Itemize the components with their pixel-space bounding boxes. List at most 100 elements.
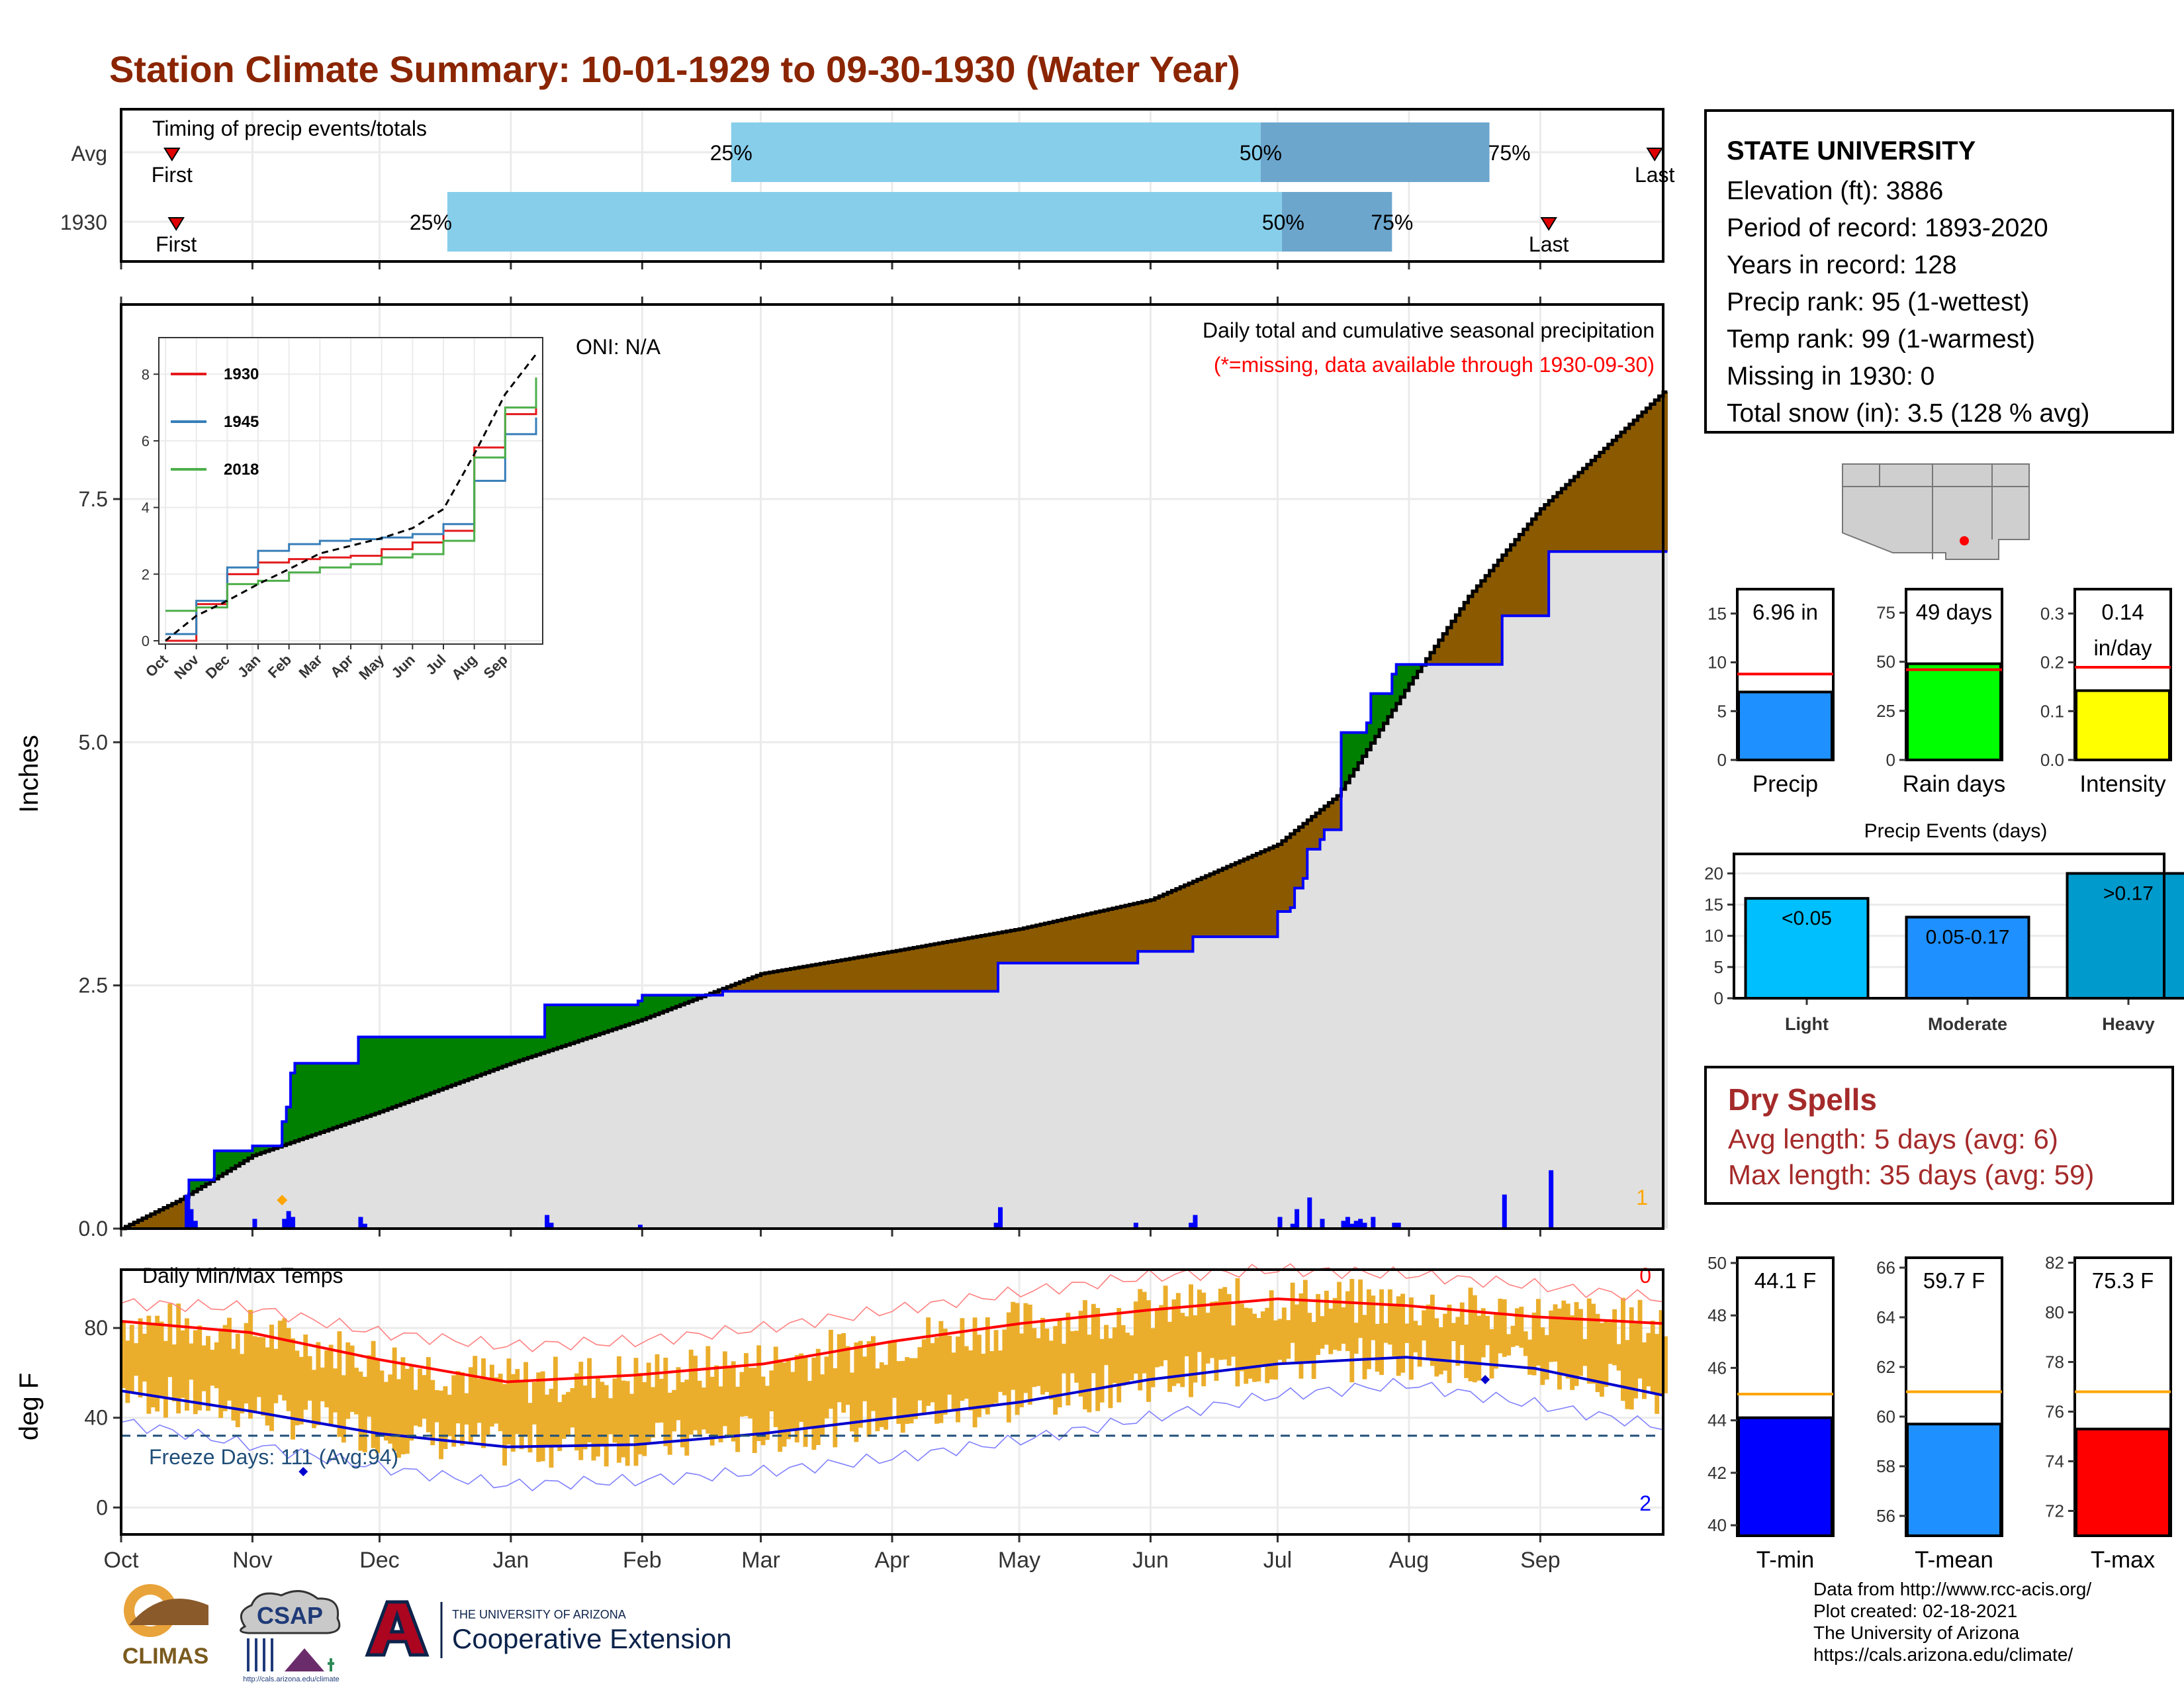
main-below-area xyxy=(968,937,974,992)
main-base-area xyxy=(942,991,948,1229)
daily-temp-bar xyxy=(1417,1325,1422,1367)
daily-temp-bar xyxy=(1413,1321,1418,1352)
main-base-area xyxy=(1574,551,1579,1229)
summary-ytick-label: 0.1 xyxy=(2040,701,2064,721)
daily-temp-bar xyxy=(1133,1301,1138,1374)
main-above-area xyxy=(684,995,690,1004)
main-base-area xyxy=(1413,677,1418,1229)
main-below-area xyxy=(1535,514,1541,616)
main-above-area xyxy=(324,1063,330,1131)
main-base-area xyxy=(667,1009,672,1229)
main-below-area xyxy=(926,945,931,992)
daily-temp-bar xyxy=(510,1374,516,1452)
main-base-area xyxy=(557,1047,563,1229)
main-base-area xyxy=(341,1125,346,1229)
main-base-area xyxy=(468,1078,473,1229)
precip-events-chart: Precip Events (days) 0 5 10 15 20 <0.05 Light 0.… xyxy=(1704,820,2184,1034)
main-base-area xyxy=(637,1021,643,1229)
daily-temp-bar xyxy=(430,1380,435,1446)
main-base-area xyxy=(1078,962,1083,1229)
daily-temp-bar xyxy=(531,1382,537,1425)
daily-temp-bar xyxy=(515,1369,520,1434)
main-below-area xyxy=(909,948,914,992)
main-below-area xyxy=(1485,575,1490,665)
daily-temp-bar xyxy=(1210,1301,1214,1358)
main-base-area xyxy=(1663,551,1668,1229)
main-below-area xyxy=(930,945,935,992)
main-above-area xyxy=(320,1063,325,1133)
daily-temp-bar xyxy=(1341,1307,1346,1344)
main-below-area xyxy=(1298,827,1304,888)
main-base-area xyxy=(307,1137,312,1229)
events-ytick-label: 20 xyxy=(1704,863,1723,883)
daily-temp-bar xyxy=(337,1331,342,1437)
main-above-area xyxy=(527,1037,533,1058)
summary-value-unit: in/day xyxy=(2093,635,2152,660)
main-above-area xyxy=(582,1005,588,1039)
daily-temp-bar xyxy=(930,1343,935,1403)
main-below-area xyxy=(1608,444,1613,552)
main-base-area xyxy=(1074,962,1079,1229)
daily-temp-bar xyxy=(1116,1307,1122,1403)
main-base-area xyxy=(1641,551,1647,1229)
main-above-area xyxy=(455,1037,461,1084)
dry-spells-box: Dry Spells Avg length: 5 days (avg: 6) M… xyxy=(1704,1066,2174,1205)
daily-temp-bar xyxy=(1180,1313,1185,1387)
timing-label-last: Last xyxy=(1635,163,1675,187)
daily-temp-bar xyxy=(807,1381,812,1429)
main-below-area xyxy=(1570,481,1575,552)
main-base-area xyxy=(870,991,876,1229)
map-region xyxy=(1842,463,2030,560)
daily-temp-bar xyxy=(489,1364,494,1427)
timing-marker-last xyxy=(1646,148,1663,162)
daily-temp-bar xyxy=(333,1368,338,1413)
main-base-area xyxy=(642,1019,647,1229)
summary-ytick-label: 66 xyxy=(1876,1258,1895,1278)
main-above-area xyxy=(1404,664,1410,691)
main-above-area xyxy=(189,1180,194,1195)
main-above-area xyxy=(256,1146,261,1154)
main-below-area xyxy=(739,982,745,992)
daily-temp-bar xyxy=(1087,1335,1092,1413)
main-above-area xyxy=(1375,693,1380,737)
main-base-area xyxy=(849,991,854,1229)
main-base-area xyxy=(1650,551,1655,1229)
station-precip-rank: Precip rank: 95 (1-wettest) xyxy=(1727,288,2030,316)
main-below-area xyxy=(917,947,923,992)
main-base-area xyxy=(1154,951,1160,1229)
main-above-area xyxy=(629,1005,635,1024)
daily-temp-bar xyxy=(312,1370,316,1429)
temp-summary-bars: 40 42 44 46 48 50 44.1 F T-min 56 58 60 62 64 66 59.7 … xyxy=(1707,1253,2172,1573)
main-base-area xyxy=(1295,888,1300,1229)
main-base-area xyxy=(811,991,817,1229)
main-base-area xyxy=(1002,962,1007,1229)
daily-temp-bar xyxy=(604,1385,609,1467)
daily-temp-bar xyxy=(1574,1301,1579,1386)
daily-temp-bar xyxy=(367,1355,372,1417)
main-above-area xyxy=(214,1150,219,1179)
main-base-area xyxy=(362,1117,367,1229)
main-base-area xyxy=(536,1055,541,1229)
precip-summary-bars: 0 5 10 15 6.96 in Precip 0 25 50 75 49 days Rain da… xyxy=(1707,588,2172,797)
daily-precip-bar xyxy=(282,1219,287,1229)
main-base-area xyxy=(1235,937,1240,1229)
timing-label: Timing of precip events/totals xyxy=(152,117,427,140)
summary-value: 49 days xyxy=(1916,600,1993,624)
main-base-area xyxy=(1353,769,1359,1229)
main-above-area xyxy=(646,995,651,1018)
main-below-area xyxy=(892,951,897,992)
daily-temp-bar xyxy=(422,1375,427,1419)
main-above-area xyxy=(345,1063,351,1124)
main-above-area xyxy=(227,1150,232,1172)
daily-temp-bar xyxy=(1248,1308,1253,1379)
main-base-area xyxy=(1277,911,1283,1229)
main-base-area xyxy=(1120,962,1126,1229)
main-base-area xyxy=(1455,664,1461,1229)
main-above-area xyxy=(379,1037,385,1112)
daily-temp-bar xyxy=(1286,1320,1291,1359)
inset-legend-label: 2018 xyxy=(224,461,259,479)
main-base-area xyxy=(1375,736,1380,1229)
month-label: Mar xyxy=(741,1548,780,1573)
timing-label-first: First xyxy=(156,232,197,256)
daily-temp-bar xyxy=(913,1358,918,1419)
